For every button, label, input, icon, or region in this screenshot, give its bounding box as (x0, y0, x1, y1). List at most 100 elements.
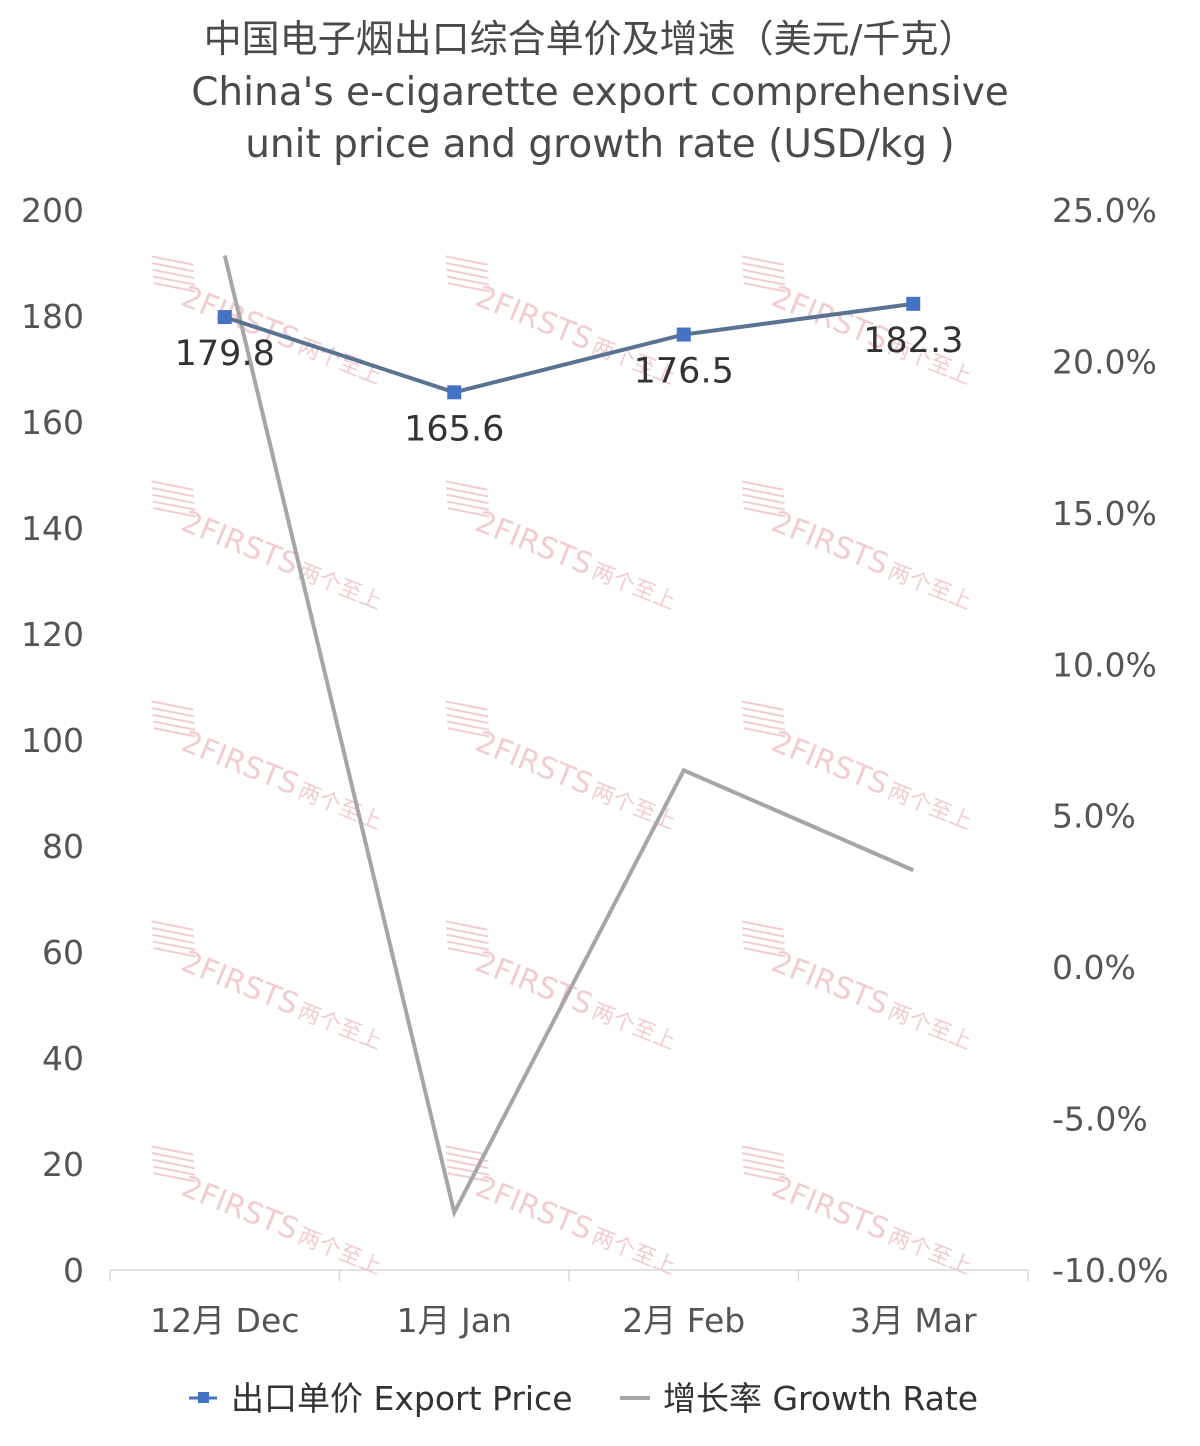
data-labels: 179.8 165.6 176.5 182.3 (175, 321, 964, 450)
watermark-mark (742, 713, 785, 725)
watermark-mark (446, 713, 489, 725)
watermark-mark (152, 275, 196, 286)
export-price-point (447, 385, 462, 400)
watermark-mark (446, 1158, 489, 1170)
watermark-mark (153, 947, 196, 958)
watermark-mark (741, 1152, 785, 1163)
watermark-brand: 2FIRSTS (767, 1169, 894, 1247)
watermark-mark (445, 487, 489, 498)
watermark-mark (152, 500, 196, 511)
watermark-mark (741, 262, 785, 273)
watermark-mark (445, 927, 489, 938)
watermark-cn: 两个至上 (294, 779, 385, 835)
growth-rate-line (222, 254, 915, 1219)
x-tick-label: 3月 Mar (850, 1301, 977, 1340)
y-right-tick-label: 25.0% (1052, 191, 1157, 230)
watermark-mark (151, 927, 195, 938)
watermark-brand: 2FIRSTS (471, 1169, 598, 1247)
watermark-cn: 两个至上 (884, 1224, 975, 1280)
watermark-brand: 2FIRSTS (767, 944, 894, 1022)
watermark-mark (151, 920, 194, 931)
watermark-mark (741, 927, 785, 938)
y-right-tick-label: 20.0% (1052, 342, 1157, 381)
export-price-point (906, 296, 921, 311)
watermark-mark (447, 947, 490, 958)
watermark-mark (151, 700, 194, 711)
watermark-cn: 两个至上 (588, 1224, 679, 1280)
y-left-tick-label: 100 (21, 721, 84, 760)
watermark-brand: 2FIRSTS (177, 1169, 304, 1247)
watermark-mark (743, 947, 786, 958)
watermark-mark (741, 700, 784, 711)
y-left-tick-label: 180 (21, 297, 84, 336)
watermark-mark (447, 507, 490, 518)
watermark-mark (152, 713, 195, 725)
watermark-brand: 2FIRSTS (177, 944, 304, 1022)
watermark-mark (151, 1152, 195, 1163)
watermark-mark (447, 1172, 490, 1183)
watermark-mark (447, 727, 490, 738)
watermark-mark (153, 1172, 196, 1183)
y-left-tick-label: 160 (21, 403, 84, 442)
watermark-brand: 2FIRSTS (177, 724, 304, 802)
watermark-mark (742, 720, 786, 731)
watermark-mark (741, 1145, 784, 1156)
watermark-mark (741, 920, 784, 931)
watermark-mark (741, 707, 785, 718)
watermark-mark (445, 262, 489, 273)
watermark-cn: 两个至上 (294, 999, 385, 1055)
watermark-mark (447, 282, 490, 293)
watermark-mark (742, 268, 785, 280)
watermark-mark (152, 493, 195, 505)
watermark-brand: 2FIRSTS (177, 504, 304, 582)
watermark-brand: 2FIRSTS (767, 504, 894, 582)
watermark-mark (446, 1165, 490, 1176)
y-left-tick-label: 60 (42, 933, 84, 972)
watermark-mark (445, 700, 488, 711)
y-left-tick-label: 140 (21, 509, 84, 548)
export-price-line (224, 301, 914, 395)
legend-label-export-price: 出口单价 Export Price (231, 1379, 573, 1418)
chart-title-line-3: unit price and growth rate (USD/kg ) (245, 122, 955, 167)
watermark-mark (446, 493, 489, 505)
watermark-mark (446, 940, 490, 951)
export-price-point (676, 327, 691, 342)
y-right-tick-label: 15.0% (1052, 494, 1157, 533)
y-right-tick-label: -10.0% (1052, 1251, 1169, 1290)
watermark-mark (445, 707, 489, 718)
watermark-mark (446, 720, 490, 731)
x-tick-label: 2月 Feb (622, 1301, 745, 1340)
watermark-mark (153, 282, 196, 293)
y-left-tick-label: 0 (63, 1251, 84, 1290)
watermark-mark (446, 933, 489, 945)
watermark-mark (742, 275, 786, 286)
watermark-mark (446, 500, 490, 511)
x-tick-label: 1月 Jan (397, 1301, 512, 1340)
watermark-mark (741, 487, 785, 498)
y-right-tick-label: 10.0% (1052, 645, 1157, 684)
chart-title-line-1: 中国电子烟出口综合单价及增速（美元/千克） (204, 17, 977, 61)
watermark-brand: 2FIRSTS (471, 724, 598, 802)
watermark-mark (153, 507, 196, 518)
legend-label-growth-rate: 增长率 Growth Rate (663, 1379, 978, 1418)
y-left-tick-label: 200 (21, 191, 84, 230)
watermark-mark (446, 275, 490, 286)
watermark-mark (445, 480, 488, 491)
watermark-mark (742, 1158, 785, 1170)
watermark-mark (742, 493, 785, 505)
y-left-tick-label: 40 (42, 1039, 84, 1078)
watermark-mark (743, 282, 786, 293)
y-left-tick-label: 80 (42, 827, 84, 866)
chart-title-line-2: China's e-cigarette export comprehensive (191, 70, 1009, 115)
export-price-point (217, 310, 232, 325)
watermark-mark (151, 1145, 194, 1156)
watermark-mark (152, 1165, 196, 1176)
watermark-mark (151, 255, 194, 266)
watermark-brand: 2FIRSTS (471, 279, 598, 357)
x-tick-label: 12月 Dec (150, 1301, 299, 1340)
watermark-brand: 2FIRSTS (767, 724, 894, 802)
watermark-mark (151, 707, 195, 718)
